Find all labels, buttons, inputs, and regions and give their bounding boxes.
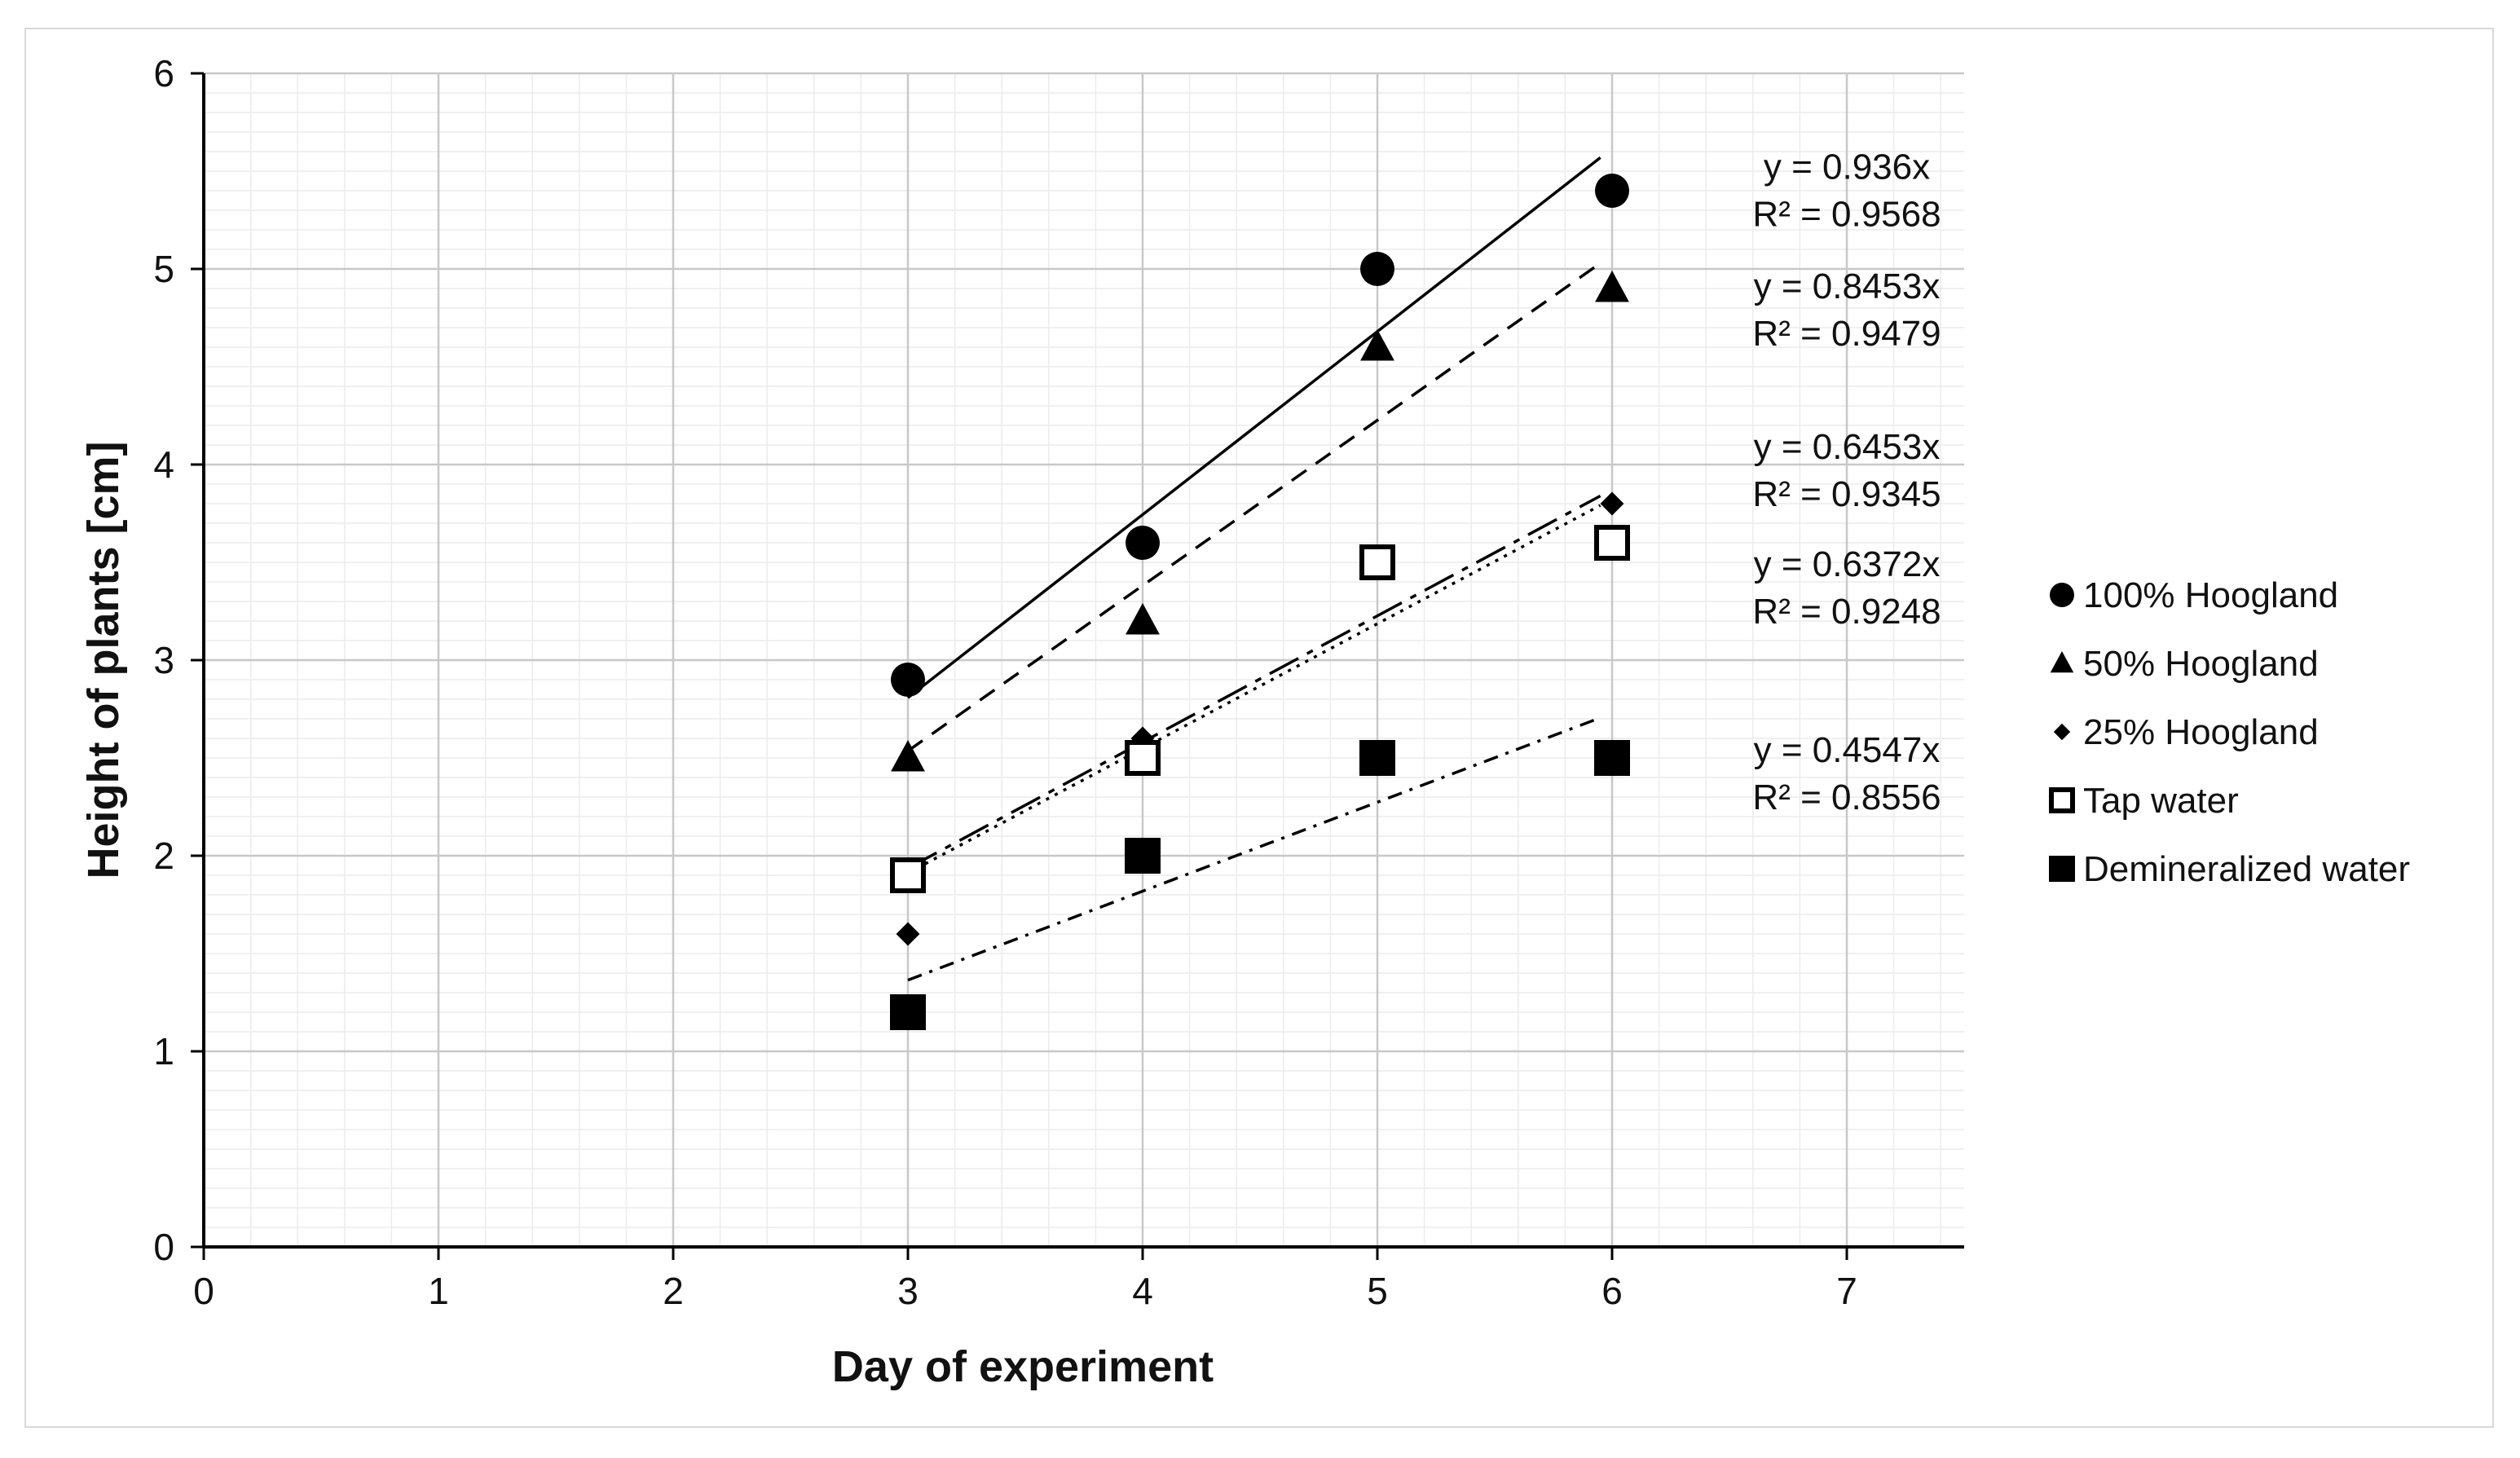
trend-equation-label: y = 0.6372x — [1754, 544, 1941, 584]
figure-frame — [24, 28, 2494, 1428]
data-point-series-2 — [1360, 329, 1394, 361]
trendline-series-4 — [907, 504, 1601, 874]
data-point-series-3 — [896, 922, 920, 946]
data-point-series-1 — [891, 663, 925, 697]
data-point-series-3 — [1600, 491, 1624, 516]
y-tick-label: 2 — [153, 835, 174, 877]
data-point-series-5 — [890, 994, 926, 1030]
x-tick-label: 5 — [1367, 1270, 1388, 1312]
legend-label: 50% Hoogland — [2083, 644, 2319, 684]
data-point-series-4 — [890, 857, 926, 893]
legend-marker — [2053, 723, 2071, 741]
trend-equation-label: y = 0.6453x — [1754, 427, 1941, 467]
y-tick-label: 1 — [153, 1030, 174, 1073]
x-tick-label: 6 — [1601, 1270, 1623, 1312]
legend-marker — [2049, 856, 2075, 882]
x-tick-label: 2 — [663, 1270, 684, 1312]
data-point-series-2 — [891, 740, 925, 772]
data-point-series-1 — [1126, 526, 1160, 560]
trend-equation-label: y = 0.4547x — [1754, 730, 1941, 770]
data-point-series-1 — [1360, 252, 1394, 286]
y-tick-label: 0 — [153, 1226, 174, 1268]
trendline-series-1 — [906, 156, 1601, 699]
legend-marker — [2050, 583, 2074, 607]
data-point-series-4 — [1125, 740, 1161, 776]
trendline-series-2 — [906, 262, 1601, 752]
data-point-series-4 — [1359, 544, 1395, 580]
x-tick-label: 3 — [897, 1270, 919, 1312]
legend-marker — [2049, 787, 2075, 813]
data-point-series-5 — [1125, 838, 1161, 874]
y-axis-title: Height of plants [cm] — [79, 442, 128, 879]
x-tick-label: 1 — [428, 1270, 449, 1312]
data-point-series-5 — [1594, 740, 1630, 776]
legend-label: 100% Hoogland — [2083, 575, 2338, 615]
y-tick-label: 6 — [153, 52, 174, 95]
r-squared-label: R² = 0.9248 — [1752, 592, 1941, 632]
trendline-series-5 — [907, 716, 1601, 982]
legend-label: Tap water — [2083, 781, 2239, 821]
x-tick-label: 0 — [193, 1270, 214, 1312]
trend-equation-label: y = 0.8453x — [1754, 266, 1941, 306]
y-tick-label: 3 — [153, 639, 174, 681]
x-axis-title: Day of experiment — [832, 1342, 1214, 1391]
legend-label: 25% Hoogland — [2083, 712, 2319, 752]
r-squared-label: R² = 0.8556 — [1752, 777, 1941, 817]
trend-equation-label: y = 0.936x — [1764, 148, 1930, 187]
legend-marker — [2050, 651, 2074, 673]
x-tick-label: 7 — [1836, 1270, 1857, 1312]
data-point-series-2 — [1595, 271, 1629, 302]
x-tick-label: 4 — [1132, 1270, 1153, 1312]
r-squared-label: R² = 0.9479 — [1752, 314, 1941, 354]
y-tick-label: 5 — [153, 248, 174, 290]
legend-label: Demineralized water — [2083, 849, 2410, 889]
r-squared-label: R² = 0.9345 — [1752, 474, 1941, 514]
y-tick-label: 4 — [153, 443, 174, 486]
data-point-series-2 — [1126, 603, 1160, 635]
data-point-series-1 — [1595, 174, 1629, 208]
r-squared-label: R² = 0.9568 — [1752, 195, 1941, 235]
data-point-series-5 — [1359, 740, 1395, 776]
trendline-series-3 — [907, 494, 1601, 870]
data-point-series-4 — [1594, 525, 1630, 561]
